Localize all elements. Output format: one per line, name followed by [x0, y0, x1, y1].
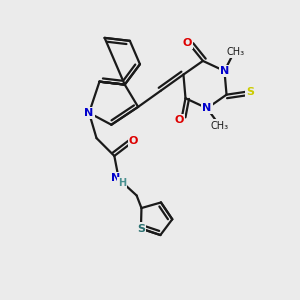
Text: S: S: [246, 87, 254, 97]
Text: CH₃: CH₃: [226, 47, 244, 57]
Text: N: N: [202, 103, 212, 113]
Text: N: N: [84, 108, 94, 118]
Text: O: O: [129, 136, 138, 146]
Text: CH₃: CH₃: [211, 121, 229, 130]
Text: O: O: [174, 115, 184, 124]
Text: N: N: [111, 173, 120, 183]
Text: O: O: [183, 38, 192, 48]
Text: S: S: [137, 224, 145, 233]
Text: H: H: [118, 178, 126, 188]
Text: N: N: [220, 66, 229, 76]
